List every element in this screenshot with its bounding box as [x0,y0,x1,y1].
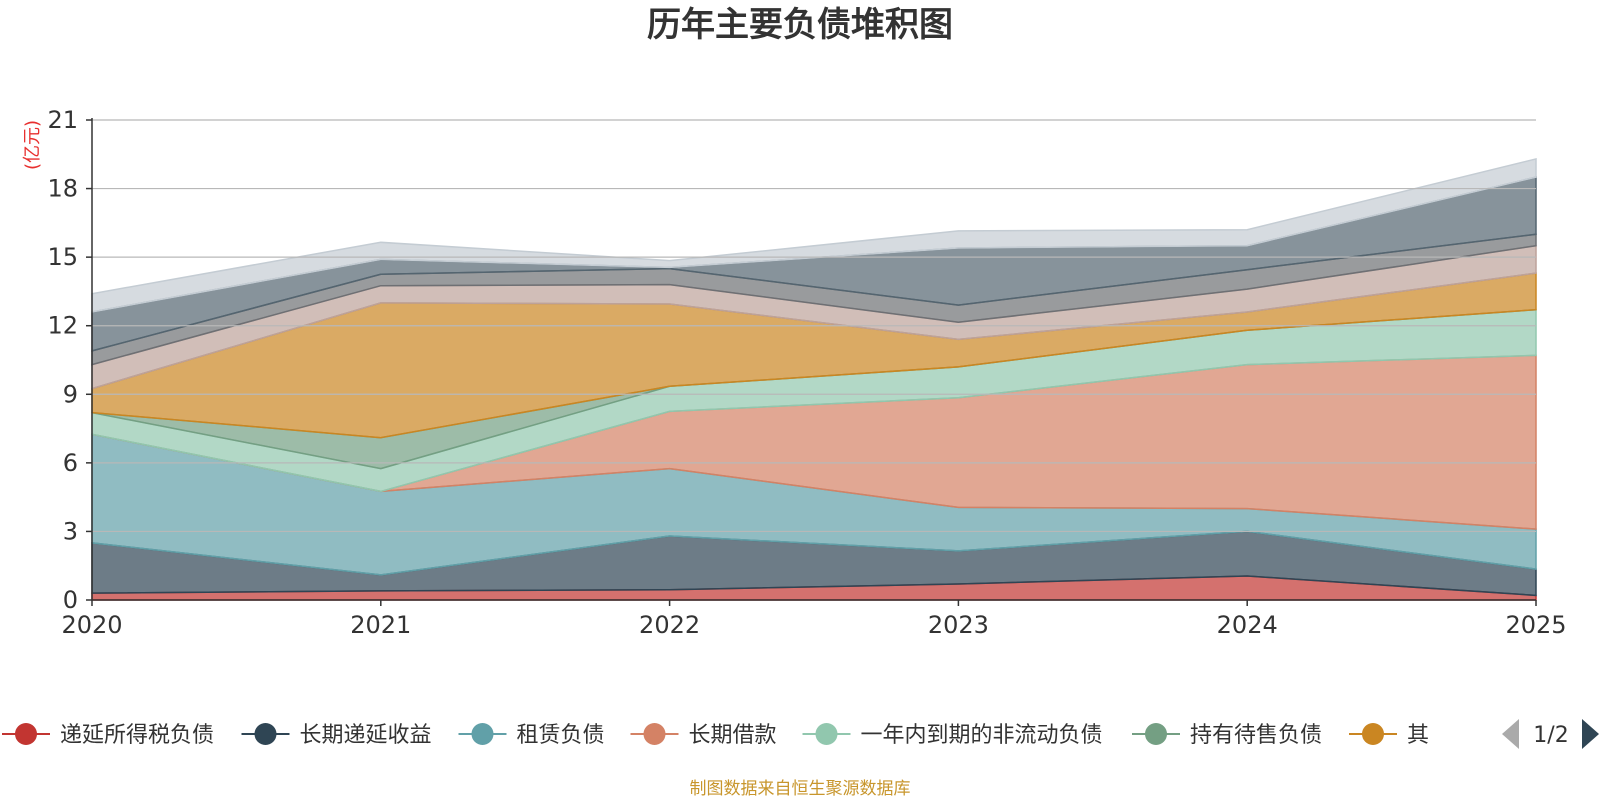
legend-label: 持有待售负债 [1190,723,1322,748]
grid-lines [92,119,1536,533]
legend-page-indicator: 1/2 [1533,723,1568,748]
legend-circle-marker [1145,723,1167,745]
y-tick-label: 3 [63,517,78,545]
legend-item-6[interactable]: 持有待售负债 [1132,723,1322,748]
x-tick-label: 2022 [639,611,700,639]
chart-title: 历年主要负债堆积图 [647,5,953,45]
stacked-area-series [91,157,1537,601]
data-source-note: 制图数据来自恒生聚源数据库 [690,779,911,799]
legend-circle-marker [254,723,277,745]
area-series-11 [91,157,1537,313]
legend-circle-marker [815,723,838,745]
axes: 0 3 6 9 12 15 18 21 2020 2021 2022 2023 2024 2025 [47,106,1566,639]
legend-item-7[interactable]: 其 [1349,723,1429,748]
legend-label: 长期递延收益 [300,723,432,748]
legend-next-page-icon[interactable] [1582,719,1599,749]
legend-item-1[interactable]: 递延所得税负债 [2,723,214,748]
legend-circle-marker [471,723,494,745]
legend-label: 长期借款 [689,723,777,748]
y-tick-label: 15 [47,243,78,271]
legend-circle-marker [15,723,37,745]
legend: 递延所得税负债 长期递延收益 租赁负债 长期借款 一年内到期的非流动负债 持有待售负债 其 1… [2,719,1599,749]
y-tick-label: 12 [47,312,78,340]
legend-circle-marker [1362,723,1384,745]
x-tick-label: 2020 [61,611,122,639]
legend-prev-page-icon[interactable] [1502,719,1519,749]
y-tick-label: 9 [63,380,78,408]
legend-item-3[interactable]: 租赁负债 [458,723,605,748]
legend-label: 一年内到期的非流动负债 [861,723,1103,748]
x-tick-label: 2021 [350,611,411,639]
legend-item-2[interactable]: 长期递延收益 [241,723,432,748]
y-tick-label: 0 [63,586,78,614]
legend-item-4[interactable]: 长期借款 [630,723,777,748]
x-tick-label: 2025 [1505,611,1566,639]
legend-label: 其 [1407,723,1429,748]
y-tick-label: 6 [63,449,78,477]
y-tick-label: 18 [47,175,78,203]
legend-label: 递延所得税负债 [60,723,214,748]
legend-pager: 1/2 [1502,719,1599,749]
y-axis-unit-label: (亿元) [22,120,43,170]
legend-item-5[interactable]: 一年内到期的非流动负债 [802,723,1103,748]
legend-circle-marker [643,723,666,745]
legend-label: 租赁负债 [517,723,605,748]
x-tick-label: 2023 [928,611,989,639]
y-tick-label: 21 [47,106,78,134]
x-tick-label: 2024 [1217,611,1278,639]
